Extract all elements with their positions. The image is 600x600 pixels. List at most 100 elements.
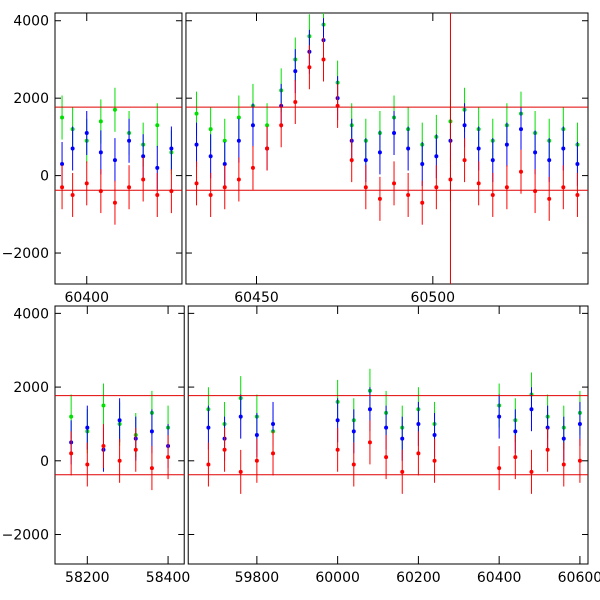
data-point: [279, 123, 284, 128]
data-point: [271, 451, 276, 456]
data-point: [169, 146, 174, 151]
data-point: [60, 161, 65, 166]
x-tick-label: 60450: [234, 290, 279, 306]
data-point: [533, 150, 538, 155]
data-point: [133, 447, 138, 452]
x-tick-label: 58400: [146, 570, 191, 586]
data-point: [363, 158, 368, 163]
data-point: [70, 192, 75, 197]
series-2: [69, 420, 582, 494]
data-point: [254, 433, 259, 437]
data-point: [265, 123, 270, 128]
data-point: [98, 189, 103, 194]
data-point: [236, 115, 241, 120]
data-point: [141, 154, 146, 159]
data-point: [434, 185, 439, 190]
data-point: [60, 185, 65, 190]
data-point: [335, 447, 340, 452]
data-point: [112, 158, 117, 163]
data-point: [363, 185, 368, 190]
data-point: [406, 192, 411, 197]
y-tick-label: 0: [40, 169, 49, 185]
data-point: [497, 414, 502, 419]
data-point: [561, 146, 566, 151]
data-point: [155, 123, 160, 128]
data-point: [208, 127, 213, 132]
data-point: [416, 421, 421, 426]
data-point: [420, 161, 425, 166]
x-tick-label: 60400: [477, 570, 522, 586]
y-tick-label: 4000: [13, 14, 49, 30]
data-point: [561, 462, 566, 467]
plot-frame: [185, 12, 589, 285]
data-point: [155, 165, 160, 170]
data-layer: [69, 368, 582, 494]
data-point: [416, 451, 421, 456]
data-point: [117, 418, 122, 423]
y-tick-label: −2000: [2, 246, 49, 262]
data-point: [377, 150, 382, 155]
data-point: [293, 100, 298, 105]
data-point: [575, 192, 580, 197]
data-point: [69, 451, 74, 456]
x-tick-label: 59800: [235, 570, 280, 586]
data-point: [250, 165, 255, 170]
data-point: [577, 421, 582, 426]
data-point: [497, 466, 502, 471]
data-point: [321, 57, 326, 62]
data-point: [84, 131, 89, 136]
data-point: [367, 407, 372, 412]
data-point: [60, 115, 65, 120]
data-point: [271, 421, 276, 426]
data-point: [561, 185, 566, 190]
data-point: [561, 436, 566, 441]
data-point: [575, 161, 580, 166]
x-tick-label: 60000: [315, 570, 360, 586]
data-point: [351, 429, 356, 434]
data-point: [98, 119, 103, 124]
data-point: [208, 154, 213, 159]
data-point: [206, 425, 211, 430]
x-tick-label: 60600: [558, 570, 600, 586]
data-point: [432, 433, 437, 437]
data-point: [349, 158, 354, 163]
data-point: [529, 407, 534, 412]
data-point: [392, 181, 397, 186]
data-point: [307, 65, 312, 70]
data-point: [238, 469, 243, 474]
data-point: [293, 69, 298, 74]
data-point: [476, 181, 481, 186]
data-point: [194, 111, 199, 116]
top-panel: −2000 0 2000 4000 60400 60450 60500: [2, 12, 589, 306]
data-point: [238, 414, 243, 419]
data-point: [101, 444, 106, 449]
data-point: [547, 196, 552, 201]
data-point: [250, 123, 255, 128]
data-point: [206, 462, 211, 467]
data-point: [117, 458, 122, 463]
data-point: [518, 169, 523, 174]
x-tick-label: 58200: [65, 570, 110, 586]
data-point: [69, 414, 74, 419]
x-tick-label: 60500: [411, 290, 456, 306]
data-point: [420, 200, 425, 205]
data-point: [112, 107, 117, 112]
data-point: [462, 158, 467, 163]
bottom-panel: −2000 0 2000 4000 58200 58400 59800 60000 60200 6…: [2, 305, 600, 586]
data-point: [533, 189, 538, 194]
data-point: [265, 146, 270, 151]
data-point: [127, 185, 132, 190]
data-point: [384, 425, 389, 430]
data-point: [513, 455, 518, 460]
data-point: [149, 429, 154, 434]
data-point: [518, 127, 523, 132]
data-point: [70, 146, 75, 151]
data-point: [84, 181, 89, 186]
data-point: [462, 123, 467, 128]
data-point: [85, 425, 90, 430]
data-point: [222, 447, 227, 452]
data-point: [406, 146, 411, 151]
plot-frame: [54, 12, 183, 285]
data-point: [166, 455, 171, 460]
